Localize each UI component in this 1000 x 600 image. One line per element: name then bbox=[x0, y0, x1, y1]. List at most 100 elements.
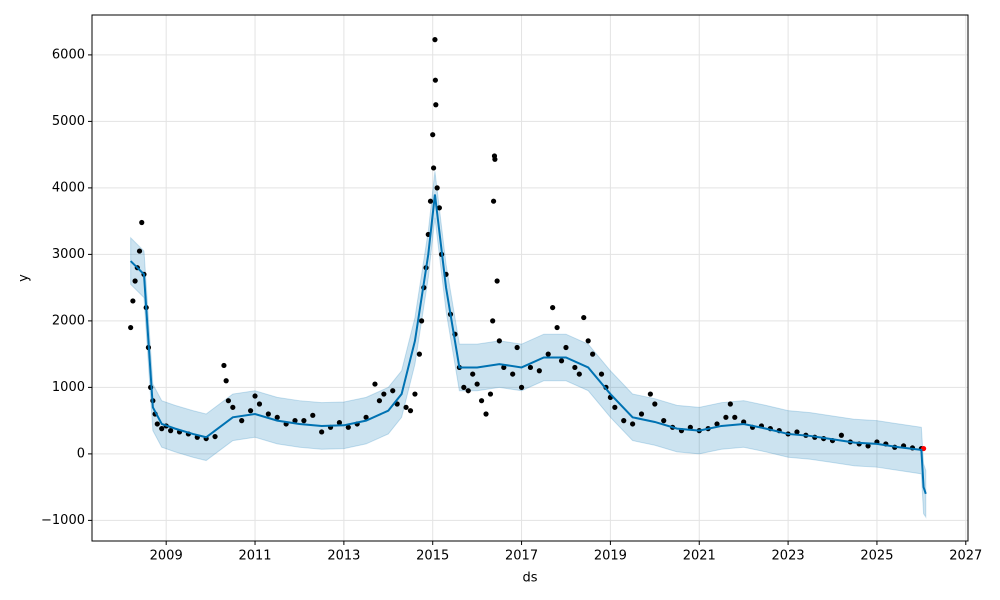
data-point bbox=[732, 414, 738, 420]
data-point bbox=[487, 391, 494, 397]
data-point bbox=[638, 411, 645, 417]
data-point bbox=[139, 219, 145, 226]
data-point bbox=[652, 401, 658, 407]
data-point bbox=[247, 408, 254, 414]
data-point bbox=[336, 420, 343, 426]
data-point bbox=[585, 338, 591, 344]
data-point bbox=[433, 102, 439, 108]
data-point bbox=[621, 418, 627, 424]
data-point bbox=[545, 351, 551, 357]
data-point bbox=[865, 443, 871, 449]
y-tick-label: 5000 bbox=[52, 114, 85, 129]
data-point bbox=[490, 318, 496, 324]
data-point bbox=[376, 398, 383, 404]
data-point bbox=[225, 398, 231, 404]
data-point bbox=[221, 362, 227, 369]
data-point bbox=[223, 378, 229, 384]
data-point bbox=[128, 324, 134, 331]
data-point bbox=[419, 318, 425, 324]
y-tick-label: 2000 bbox=[52, 313, 85, 328]
data-point bbox=[558, 358, 565, 364]
data-point bbox=[403, 404, 409, 410]
data-point bbox=[598, 371, 605, 377]
x-tick-label: 2017 bbox=[505, 549, 538, 564]
data-point bbox=[478, 398, 485, 404]
data-point bbox=[563, 344, 569, 351]
data-point bbox=[590, 351, 596, 357]
data-point bbox=[319, 429, 325, 435]
data-point bbox=[427, 198, 434, 204]
data-point bbox=[572, 364, 578, 371]
data-point bbox=[239, 418, 245, 424]
data-point bbox=[536, 368, 542, 374]
y-tick-label: 3000 bbox=[52, 247, 85, 262]
data-point bbox=[687, 424, 693, 430]
data-point bbox=[230, 404, 236, 410]
data-point bbox=[381, 391, 387, 397]
data-point bbox=[363, 414, 369, 420]
data-point bbox=[292, 418, 298, 424]
x-tick-label: 2015 bbox=[416, 549, 449, 564]
data-point bbox=[136, 248, 143, 254]
data-point bbox=[838, 432, 844, 438]
data-point bbox=[390, 388, 396, 394]
x-tick-label: 2023 bbox=[772, 549, 805, 564]
forecast-line bbox=[129, 194, 927, 495]
y-tick-label: 4000 bbox=[52, 180, 85, 195]
data-point bbox=[432, 37, 438, 43]
data-point bbox=[412, 391, 418, 397]
data-point bbox=[554, 324, 560, 331]
data-point bbox=[345, 424, 351, 430]
data-point bbox=[496, 338, 502, 344]
data-point bbox=[256, 401, 263, 407]
plot-frame bbox=[91, 14, 969, 542]
data-point bbox=[581, 314, 587, 321]
data-point bbox=[407, 408, 414, 414]
uncertainty-band bbox=[130, 171, 927, 519]
data-point bbox=[510, 371, 516, 377]
x-tick-label: 2019 bbox=[594, 549, 627, 564]
data-point bbox=[252, 393, 258, 399]
data-point bbox=[432, 77, 438, 83]
x-tick-label: 2025 bbox=[860, 549, 893, 564]
data-point bbox=[727, 401, 733, 407]
data-point bbox=[212, 433, 218, 440]
data-point bbox=[576, 371, 582, 377]
data-point bbox=[434, 185, 440, 191]
data-point bbox=[265, 411, 271, 417]
data-point bbox=[168, 428, 174, 434]
y-tick-label: 6000 bbox=[52, 47, 85, 62]
data-point bbox=[461, 384, 467, 390]
data-point bbox=[492, 156, 498, 162]
x-tick-label: 2013 bbox=[327, 549, 360, 564]
data-point bbox=[647, 391, 653, 397]
y-tick-label: 0 bbox=[77, 446, 85, 461]
x-tick-label: 2027 bbox=[949, 549, 982, 564]
data-point bbox=[159, 426, 165, 432]
data-point bbox=[661, 418, 667, 424]
data-point bbox=[132, 278, 138, 284]
data-point bbox=[430, 132, 436, 138]
y-tick-label: −1000 bbox=[41, 513, 85, 528]
data-point bbox=[714, 421, 720, 427]
data-point bbox=[794, 429, 800, 435]
data-point bbox=[527, 364, 534, 371]
data-point bbox=[630, 421, 636, 427]
data-point bbox=[274, 414, 280, 420]
data-point bbox=[470, 371, 476, 377]
data-point bbox=[518, 384, 525, 390]
data-point bbox=[465, 388, 471, 394]
data-point bbox=[474, 381, 480, 387]
x-tick-label: 2009 bbox=[150, 549, 183, 564]
x-axis-label: ds bbox=[522, 571, 537, 586]
data-point bbox=[550, 304, 556, 311]
data-point bbox=[514, 344, 520, 351]
data-point bbox=[612, 404, 618, 410]
data-point bbox=[154, 421, 160, 427]
data-point bbox=[483, 411, 489, 417]
data-point bbox=[494, 278, 500, 284]
data-point bbox=[490, 198, 497, 204]
data-point bbox=[310, 412, 316, 418]
data-point bbox=[301, 418, 307, 424]
